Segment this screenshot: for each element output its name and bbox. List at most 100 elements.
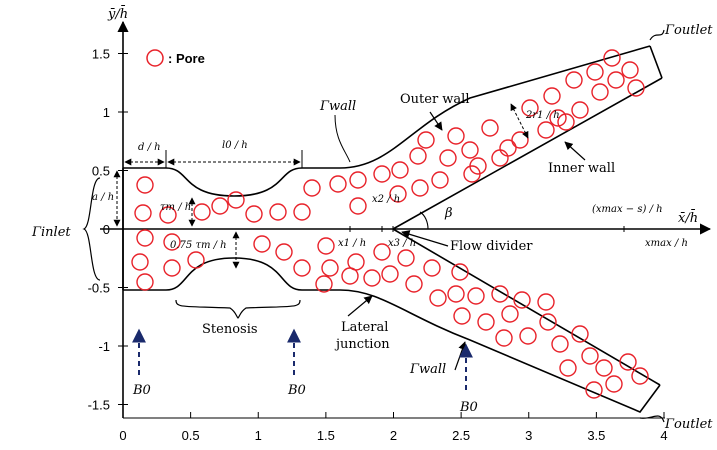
- pore-circle: [245, 205, 263, 223]
- x-tick-label: 2.5: [452, 428, 470, 443]
- upper-outer-wall-end: [649, 45, 663, 79]
- pore-circle: [603, 49, 621, 67]
- pore-circle: [511, 131, 529, 149]
- pore-circle: [417, 131, 435, 149]
- pore-circle: [136, 176, 154, 194]
- pore-circle: [423, 259, 441, 277]
- pore-circle: [627, 79, 645, 97]
- pore-circle: [159, 206, 177, 224]
- pore-circle: [491, 149, 509, 167]
- pore-circle: [469, 157, 487, 175]
- pore-circle: [559, 359, 577, 377]
- lateral-junction-label-2: junction: [334, 337, 390, 352]
- pore-circle: [163, 233, 181, 251]
- x-tick-label: 3.5: [587, 428, 605, 443]
- pore-circle: [537, 121, 555, 139]
- dim-tau-lower-label: 0.75 τm / h: [170, 240, 227, 251]
- dim-2r1-label: 2r1 / h: [525, 110, 560, 121]
- pore-circle: [131, 253, 149, 271]
- pore-circle: [411, 179, 429, 197]
- gamma-wall-top-label: Γwall: [319, 99, 356, 114]
- x-axis-label: x̄/h̄: [678, 209, 698, 226]
- gamma-wall-bottom-label: Γwall: [409, 362, 446, 377]
- pore-circle: [187, 251, 205, 269]
- pore-circle: [341, 267, 359, 285]
- y-tick-label: 1: [103, 105, 110, 120]
- y-tick-label: -1: [98, 339, 110, 354]
- dim-x1-label: x1 / h: [338, 238, 366, 249]
- pore-circle: [349, 197, 367, 215]
- pore-circle: [453, 307, 471, 325]
- x-tick-label: 1.5: [317, 428, 335, 443]
- pore-circle: [317, 237, 335, 255]
- inner-wall-label: Inner wall: [548, 161, 615, 176]
- dim-2r1-line: [510, 103, 529, 139]
- pore-circle: [543, 87, 561, 105]
- magnetic-field-arrows: [132, 328, 473, 390]
- pore-field: [131, 49, 649, 399]
- lower-outer-wall: [123, 257, 661, 413]
- pore-circle: [539, 313, 557, 331]
- pore-circle: [431, 171, 449, 189]
- x-tick-label: 4: [660, 428, 667, 443]
- pore-circle: [163, 259, 181, 277]
- x-tick-label: 2: [390, 428, 397, 443]
- x-tick-label: 3: [525, 428, 532, 443]
- b0-label-1: B0: [132, 383, 151, 398]
- outlet-bottom-brace: [639, 415, 665, 423]
- pore-circle: [439, 149, 457, 167]
- outer-wall-arrow: [429, 111, 443, 131]
- pore-circle: [595, 359, 613, 377]
- pore-circle: [136, 273, 154, 291]
- pore-circle: [537, 293, 555, 311]
- pore-circle: [391, 161, 409, 179]
- wall-top-pointer: [334, 114, 351, 163]
- gamma-outlet-bottom-label: Γoutlet: [664, 417, 713, 432]
- pore-circle: [363, 269, 381, 287]
- pore-circle: [585, 381, 603, 399]
- wall-bottom-arrow: [454, 341, 467, 371]
- pore-circle: [557, 113, 575, 131]
- pore-circle: [607, 71, 625, 89]
- stenosis-brace: [175, 299, 301, 319]
- pore-circle: [429, 289, 447, 307]
- gamma-inlet-label: Γinlet: [31, 225, 71, 240]
- pore-circle: [451, 263, 469, 281]
- pore-circle: [571, 101, 589, 119]
- inlet-brace: [82, 177, 101, 281]
- pore-circle: [373, 165, 391, 183]
- y-tick-label: 1.5: [92, 47, 110, 62]
- dim-x2-label: x2 / h: [372, 194, 400, 205]
- pore-circle: [389, 185, 407, 203]
- pore-circle: [499, 139, 517, 157]
- pore-circle: [501, 305, 519, 323]
- dim-a-label: a / h: [92, 192, 114, 203]
- outlet-top-brace: [649, 29, 665, 41]
- pore-circle: [571, 325, 589, 343]
- pore-circle: [586, 63, 604, 81]
- x-tick-label: 0: [119, 428, 126, 443]
- pore-circle: [461, 141, 479, 159]
- y-axis-label: ȳ/h̄: [107, 5, 128, 22]
- pore-circle: [477, 313, 495, 331]
- pore-circle: [315, 275, 333, 293]
- x-tick-label: 1: [255, 428, 262, 443]
- pore-circle: [467, 287, 485, 305]
- pore-circle: [293, 203, 311, 221]
- pore-circle: [581, 347, 599, 365]
- upper-outer-wall: [123, 45, 651, 197]
- pore-circle: [495, 329, 513, 347]
- inner-wall-arrow: [564, 141, 586, 161]
- pore-circle: [381, 265, 399, 283]
- lateral-junction-arrow: [347, 295, 373, 317]
- pore-circle: [269, 203, 287, 221]
- x-tick-label: 0.5: [182, 428, 200, 443]
- stenosis-label: Stenosis: [202, 322, 258, 337]
- gamma-outlet-top-label: Γoutlet: [664, 23, 713, 38]
- y-tick-label: -1.5: [88, 398, 110, 413]
- dim-xmax-s-label: (xmax − s) / h: [592, 204, 663, 215]
- pore-circle: [227, 191, 245, 209]
- pore-circle: [136, 229, 154, 247]
